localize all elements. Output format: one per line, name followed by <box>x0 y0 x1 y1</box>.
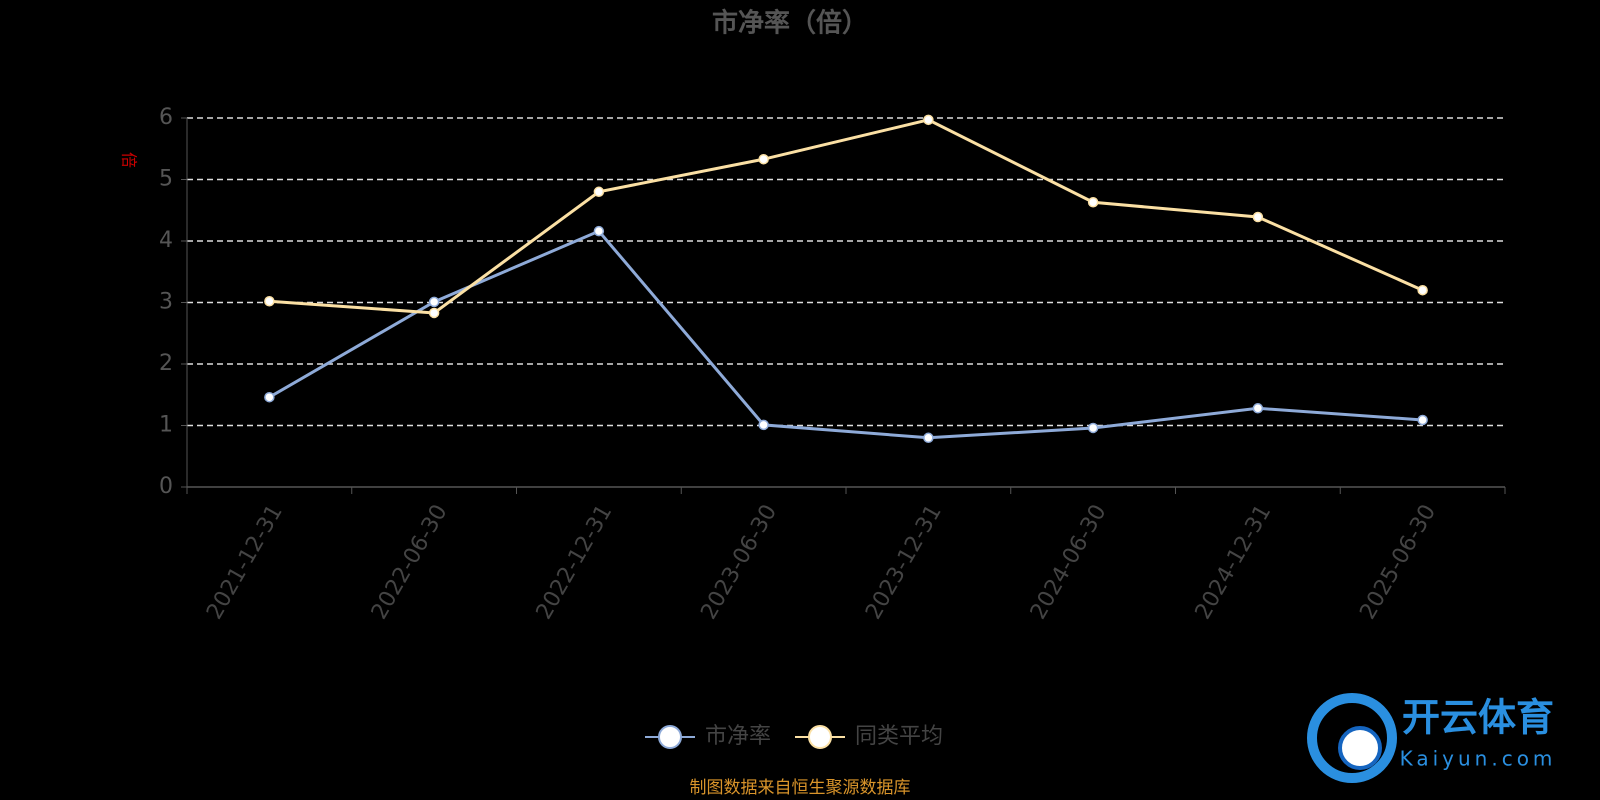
data-point <box>1417 414 1428 426</box>
chart-title: 市净率（倍） <box>712 8 868 39</box>
data-point <box>428 307 440 319</box>
logo-ring <box>1307 693 1397 783</box>
data-point <box>1417 284 1428 296</box>
y-tick-label: 6 <box>159 105 173 130</box>
data-point <box>1087 422 1099 434</box>
data-point <box>758 153 769 165</box>
data-point <box>1087 197 1099 208</box>
y-tick-label: 5 <box>159 167 173 192</box>
data-point <box>428 296 440 308</box>
data-point <box>1252 211 1264 223</box>
data-point <box>758 419 769 431</box>
series-line <box>268 229 1423 440</box>
watermark-sub: Kaiyun.com <box>1400 747 1557 771</box>
legend-marker <box>808 725 832 749</box>
data-point <box>264 391 275 403</box>
series-line <box>269 118 1424 315</box>
legend-marker <box>658 725 682 749</box>
y-axis-label: 倍 <box>120 152 139 168</box>
y-tick-label: 4 <box>159 228 173 253</box>
data-point <box>593 225 605 237</box>
y-tick-label: 2 <box>159 351 173 376</box>
logo-ball <box>1338 726 1382 770</box>
data-point <box>923 432 934 444</box>
data-point <box>593 186 605 198</box>
legend-label: 市净率 <box>705 724 771 749</box>
y-tick-label: 3 <box>159 290 173 315</box>
source-note: 制图数据来自恒生聚源数据库 <box>690 778 911 798</box>
data-point <box>264 296 275 307</box>
data-point <box>1252 403 1264 414</box>
watermark-text: 开云体育 <box>1402 696 1554 740</box>
y-tick-label: 1 <box>159 413 173 438</box>
y-tick-label: 0 <box>159 474 173 499</box>
legend-label: 同类平均 <box>855 724 943 749</box>
data-point <box>923 114 934 126</box>
